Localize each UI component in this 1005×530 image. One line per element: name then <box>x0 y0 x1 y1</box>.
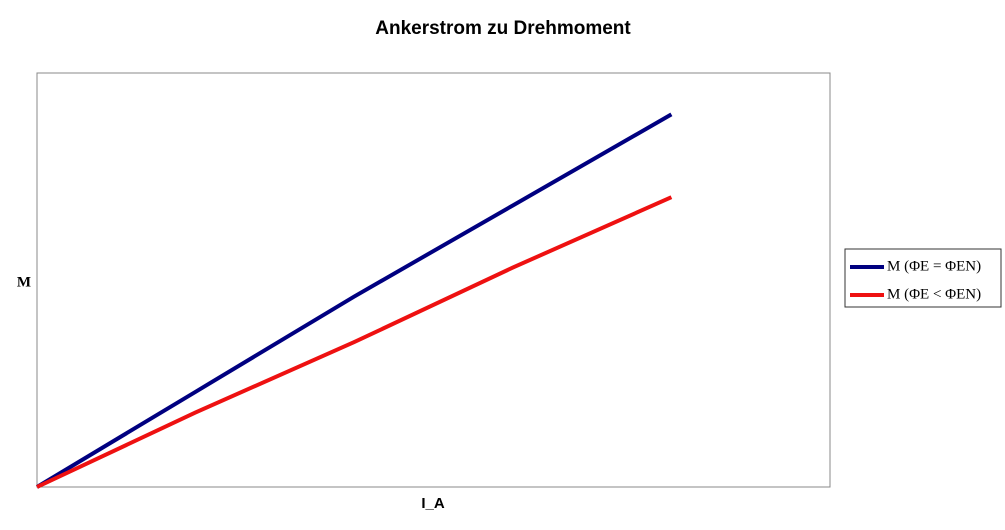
x-axis-label: I_A <box>421 495 445 512</box>
chart-title: Ankerstrom zu Drehmoment <box>375 18 631 39</box>
legend-label: M (ΦE < ΦEN) <box>887 286 981 302</box>
series-line <box>35 112 673 489</box>
legend-label: M (ΦE = ΦEN) <box>887 258 981 274</box>
legend <box>844 248 1002 308</box>
plot-area <box>36 72 831 488</box>
y-axis-label: M <box>17 274 31 290</box>
series-line <box>36 195 673 489</box>
